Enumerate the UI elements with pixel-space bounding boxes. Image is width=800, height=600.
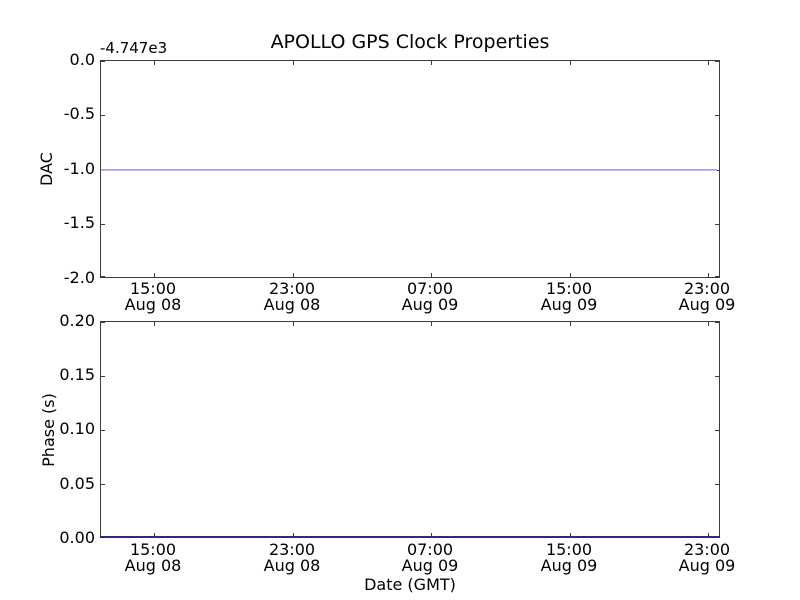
y-tick-label: -1.0 [63, 159, 95, 178]
x-tick-mark [293, 322, 294, 326]
x-tick-mark [708, 322, 709, 326]
tick-time: 15:00 [129, 279, 177, 298]
tick-time: 15:00 [545, 540, 593, 559]
y-tick-mark [101, 484, 105, 485]
y-tick-mark [715, 224, 719, 225]
y-tick-mark [715, 322, 719, 323]
tick-time: 15:00 [129, 540, 177, 559]
tick-date: Aug 08 [124, 295, 182, 314]
tick-date: Aug 08 [263, 556, 321, 575]
x-tick-label: 15:00 Aug 08 [93, 542, 213, 574]
y-tick-label: 0.00 [59, 528, 95, 547]
x-tick-mark [570, 533, 571, 537]
chart-title: APOLLO GPS Clock Properties [270, 31, 550, 53]
x-tick-mark [154, 322, 155, 326]
x-tick-label: 07:00 Aug 09 [370, 542, 490, 574]
tick-date: Aug 09 [401, 295, 459, 314]
tick-time: 23:00 [268, 540, 316, 559]
top-plot-area [100, 60, 720, 278]
y-axis-offset-label: -4.747e3 [100, 39, 168, 57]
tick-date: Aug 09 [678, 295, 736, 314]
y-tick-mark [101, 430, 105, 431]
tick-date: Aug 09 [540, 295, 598, 314]
x-tick-mark [293, 533, 294, 537]
x-tick-mark [293, 61, 294, 65]
y-tick-mark [101, 276, 105, 277]
tick-date: Aug 09 [401, 556, 459, 575]
tick-time: 23:00 [268, 279, 316, 298]
x-tick-label: 15:00 Aug 08 [93, 281, 213, 313]
y-tick-mark [715, 61, 719, 62]
y-tick-mark [101, 115, 105, 116]
bottom-plot-area [100, 321, 720, 538]
y-tick-label: 0.10 [59, 419, 95, 438]
y-tick-label: 0.05 [59, 474, 95, 493]
x-tick-mark [293, 273, 294, 277]
y-tick-mark [715, 376, 719, 377]
tick-time: 23:00 [683, 279, 731, 298]
x-tick-label: 23:00 Aug 09 [647, 281, 767, 313]
x-tick-mark [570, 322, 571, 326]
y-tick-label: 0.0 [69, 50, 95, 69]
y-tick-mark [715, 276, 719, 277]
phase-data-line [100, 536, 720, 538]
tick-date: Aug 09 [678, 556, 736, 575]
y-tick-mark [715, 430, 719, 431]
x-tick-mark [154, 273, 155, 277]
x-tick-label: 15:00 Aug 09 [509, 281, 629, 313]
y-tick-mark [715, 170, 719, 171]
x-tick-label: 23:00 Aug 08 [232, 542, 352, 574]
tick-date: Aug 08 [263, 295, 321, 314]
x-tick-label: 07:00 Aug 09 [370, 281, 490, 313]
y-tick-label: -0.5 [63, 104, 95, 123]
tick-time: 23:00 [683, 540, 731, 559]
x-tick-mark [154, 533, 155, 537]
y-tick-mark [101, 61, 105, 62]
x-tick-mark [431, 273, 432, 277]
tick-date: Aug 09 [540, 556, 598, 575]
x-tick-label: 23:00 Aug 08 [232, 281, 352, 313]
y-tick-mark [101, 376, 105, 377]
dac-data-line [101, 169, 717, 171]
tick-time: 07:00 [406, 540, 454, 559]
x-tick-mark [431, 322, 432, 326]
tick-date: Aug 08 [124, 556, 182, 575]
y-tick-mark [715, 115, 719, 116]
y-tick-label: -2.0 [63, 268, 95, 287]
x-axis-label: Date (GMT) [364, 575, 456, 594]
x-tick-label: 23:00 Aug 09 [647, 542, 767, 574]
x-tick-mark [431, 533, 432, 537]
y-tick-mark [101, 224, 105, 225]
y-tick-label: -1.5 [63, 213, 95, 232]
y-tick-label: 0.15 [59, 365, 95, 384]
y-tick-label: 0.20 [59, 311, 95, 330]
x-tick-mark [154, 61, 155, 65]
x-tick-mark [570, 61, 571, 65]
x-tick-label: 15:00 Aug 09 [509, 542, 629, 574]
tick-time: 15:00 [545, 279, 593, 298]
x-tick-mark [708, 61, 709, 65]
tick-time: 07:00 [406, 279, 454, 298]
y-tick-mark [715, 484, 719, 485]
y-tick-mark [101, 322, 105, 323]
x-tick-mark [570, 273, 571, 277]
x-tick-mark [708, 533, 709, 537]
x-tick-mark [708, 273, 709, 277]
x-tick-mark [431, 61, 432, 65]
